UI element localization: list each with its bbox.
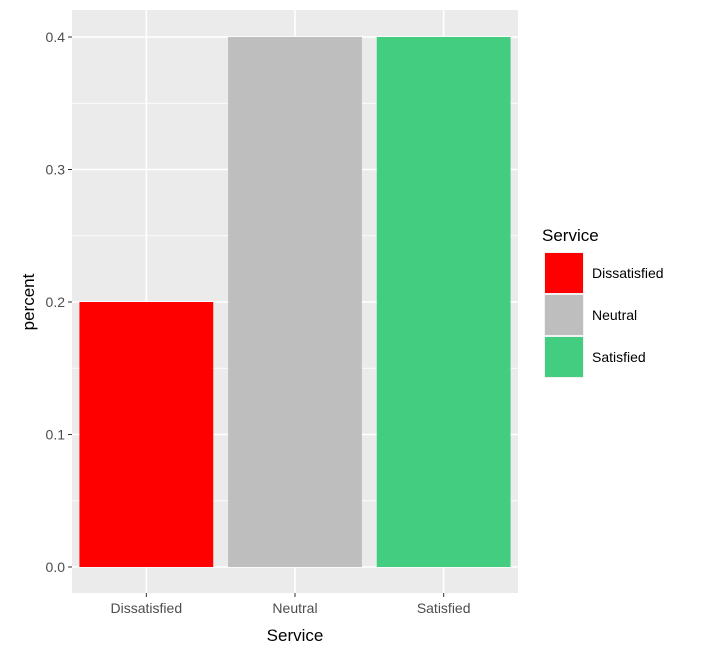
legend-key-neutral [545, 295, 583, 335]
x-tick-label: Neutral [272, 600, 317, 616]
y-tick-label: 0.2 [46, 294, 66, 310]
y-axis-title: percent [19, 273, 38, 330]
axis-ticks: 0.0 0.1 0.2 0.3 0.4 Dissatisfied Neutral Satisf… [46, 29, 471, 616]
x-tick-label: Satisfied [417, 600, 471, 616]
y-tick-label: 0.4 [46, 29, 66, 45]
y-tick-label: 0.0 [46, 559, 66, 575]
bar-satisfied [376, 37, 511, 567]
legend-key-satisfied [545, 337, 583, 377]
legend-label: Dissatisfied [592, 265, 664, 281]
bars [79, 37, 511, 567]
y-tick-label: 0.1 [46, 427, 66, 443]
legend: Service Dissatisfied Neutral Satisfied [542, 226, 664, 378]
x-axis-title: Service [267, 626, 324, 645]
legend-label: Satisfied [592, 349, 646, 365]
y-tick-label: 0.3 [46, 162, 66, 178]
bar-neutral [228, 37, 362, 567]
x-tick-label: Dissatisfied [111, 600, 183, 616]
legend-key-dissatisfied [545, 253, 583, 293]
legend-title: Service [542, 226, 599, 245]
legend-label: Neutral [592, 307, 637, 323]
bar-dissatisfied [79, 302, 214, 567]
